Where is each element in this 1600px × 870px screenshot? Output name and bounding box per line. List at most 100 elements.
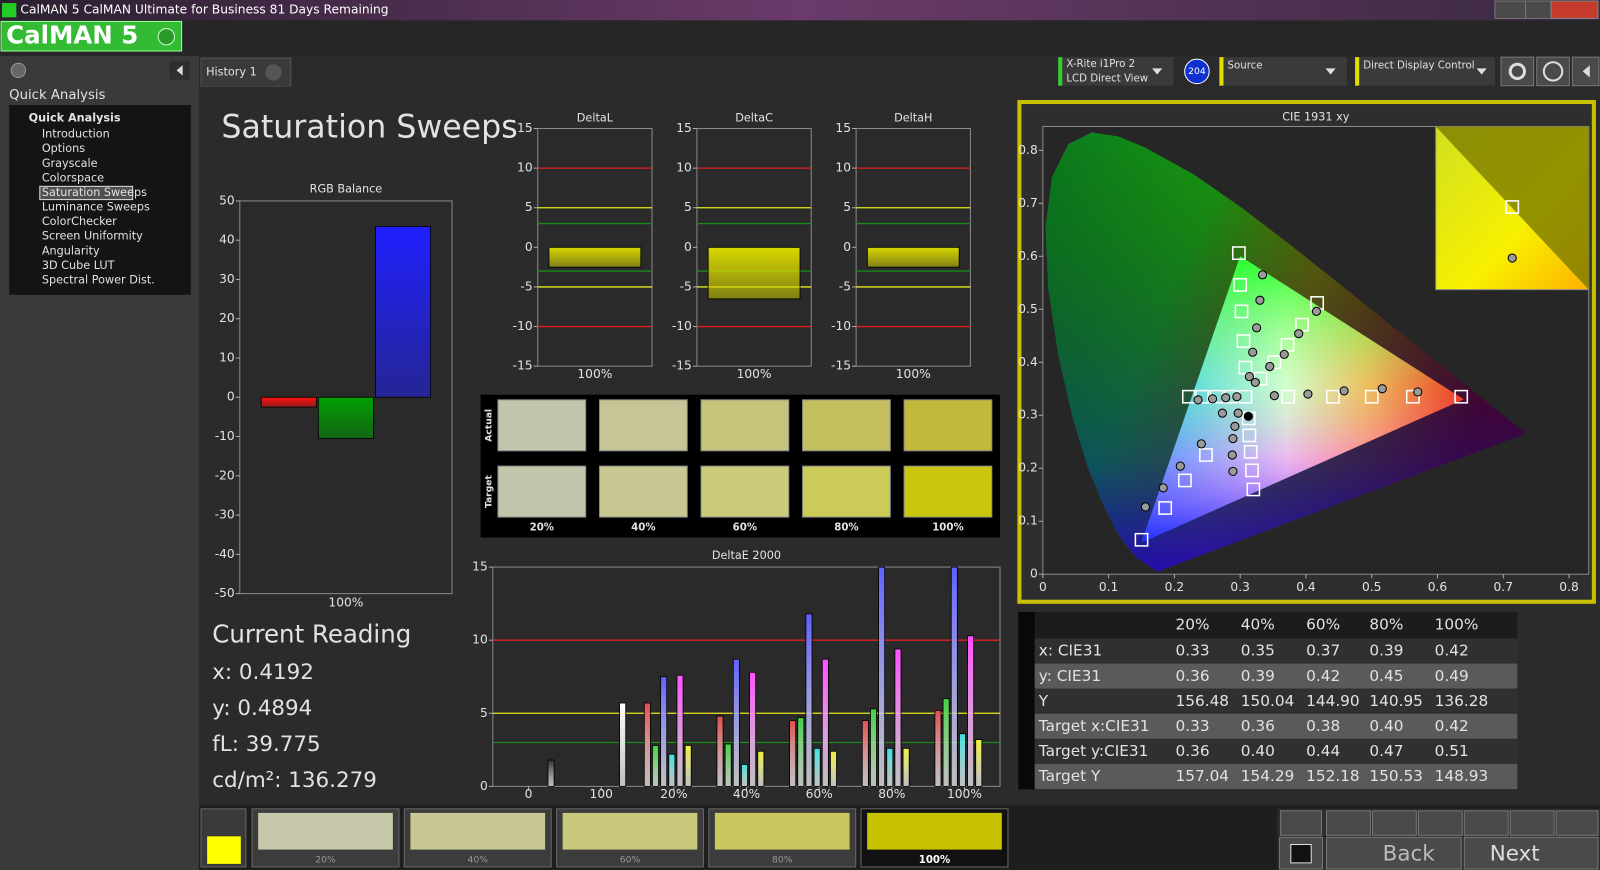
y-tick-label: 0 (227, 390, 235, 404)
loop-button[interactable] (1463, 810, 1509, 836)
logo-dropdown[interactable] (157, 28, 175, 46)
measured-point (1413, 387, 1423, 397)
measured-point (1279, 349, 1289, 359)
collapse-arrow (176, 65, 183, 76)
x-tick-label: 100 (590, 787, 613, 801)
sweep-color (410, 812, 546, 850)
eject-button[interactable] (1280, 810, 1322, 836)
column-header: 20% (1176, 616, 1210, 634)
minimize-button[interactable] (1494, 0, 1527, 19)
settings-button[interactable] (1500, 56, 1535, 87)
measured-point (1311, 306, 1322, 316)
tree-item[interactable]: Options (42, 142, 85, 155)
table-cell: 0.44 (1306, 742, 1340, 760)
tree-item[interactable]: ColorChecker (42, 215, 117, 228)
play-button[interactable] (1371, 810, 1417, 836)
confirm-button[interactable] (1555, 810, 1599, 836)
tree-item[interactable]: Grayscale (42, 157, 98, 170)
tree-item[interactable]: Colorspace (42, 171, 104, 184)
stop-button[interactable] (1326, 810, 1371, 836)
source-selector[interactable] (1219, 57, 1347, 86)
y-tick-label: -5 (520, 279, 532, 293)
back-button[interactable] (1326, 836, 1462, 870)
sweep-label: 40% (468, 854, 489, 865)
sweep-color (714, 812, 850, 850)
step-button[interactable] (1417, 810, 1463, 836)
target-point (1236, 334, 1251, 348)
tree-item[interactable]: Angularity (42, 244, 100, 257)
measured-point (1257, 270, 1268, 280)
y-tick-label: 40 (219, 233, 235, 247)
y-tick-label: 0.4 (1018, 355, 1038, 369)
y-tick-label: -10 (513, 319, 533, 333)
target-point (1178, 473, 1192, 488)
table-cell: 150.04 (1241, 692, 1295, 710)
row-label: Y (1038, 692, 1049, 710)
next-button[interactable] (1463, 836, 1599, 870)
measured-point (1233, 408, 1243, 418)
target-point (1326, 389, 1340, 404)
measured-point (1228, 466, 1238, 477)
table-cell: 0.42 (1435, 717, 1469, 735)
tree-item[interactable]: Screen Uniformity (42, 230, 143, 243)
x-tick-label: 0.8 (1559, 580, 1578, 594)
close-button[interactable] (1550, 0, 1599, 19)
x-tick-label: 0 (525, 787, 533, 801)
bar (643, 702, 651, 787)
table-cell: 156.48 (1176, 692, 1230, 710)
measured-point (1269, 391, 1279, 401)
chart-title: DeltaH (894, 111, 932, 124)
sweep-color (258, 812, 393, 850)
table-cell: 0.33 (1176, 717, 1210, 735)
table-row (1034, 713, 1518, 739)
table-cell: 150.53 (1369, 767, 1423, 785)
maximize-button[interactable] (1525, 0, 1552, 19)
table-cell: 0.36 (1176, 667, 1210, 685)
bar (375, 226, 432, 398)
app-icon (2, 3, 17, 18)
tree-item[interactable]: Saturation Sweeps (42, 186, 147, 199)
badge[interactable] (1184, 58, 1210, 85)
logo-button[interactable] (0, 20, 183, 52)
y-tick-label: 15 (676, 121, 692, 135)
reading-line: fL: 39.775 (212, 732, 320, 757)
table-cell: 154.29 (1241, 767, 1295, 785)
window-title: CalMAN 5 CalMAN Ultimate for Business 81… (20, 3, 388, 17)
sidebar-pin[interactable] (10, 62, 27, 79)
back-label: Back (1383, 842, 1436, 867)
table-cell: 0.39 (1241, 667, 1275, 685)
tree-item[interactable]: 3D Cube LUT (42, 259, 115, 272)
y-tick-label: 0.2 (1018, 461, 1037, 475)
refresh-button[interactable] (1509, 810, 1555, 836)
tree-item[interactable]: Introduction (42, 128, 110, 141)
target-swatch (497, 465, 587, 518)
column-label: 80% (834, 522, 858, 533)
bar (805, 613, 813, 787)
bar (619, 702, 627, 787)
x-tick-label: 100% (328, 595, 363, 609)
row-label: Actual (483, 409, 494, 442)
display-selector[interactable] (1355, 57, 1495, 86)
tree-item[interactable]: Spectral Power Dist. (42, 273, 155, 286)
meter-selector[interactable] (1058, 57, 1174, 86)
row-label: y: CIE31 (1039, 667, 1101, 685)
table-cell: 0.42 (1435, 642, 1469, 660)
x-tick-label: 100% (737, 367, 772, 381)
y-tick-label: 0.5 (1018, 302, 1037, 316)
reading-line: y: 0.4894 (212, 696, 312, 721)
y-tick-label: 15 (835, 121, 851, 135)
actual-swatch (802, 399, 891, 452)
table-row (1034, 663, 1518, 689)
bar (707, 246, 801, 300)
y-tick-label: -20 (215, 468, 235, 482)
y-tick-label: 15 (472, 560, 488, 574)
table-cell: 0.38 (1306, 717, 1340, 735)
tree-item[interactable]: Luminance Sweeps (42, 201, 150, 214)
target-point (1364, 389, 1379, 404)
x-tick-label: 0.4 (1296, 580, 1316, 594)
column-label: 60% (733, 522, 757, 533)
bar (958, 733, 966, 787)
bar (789, 720, 797, 787)
measured-point (1248, 347, 1258, 357)
add-tab[interactable] (265, 64, 282, 81)
